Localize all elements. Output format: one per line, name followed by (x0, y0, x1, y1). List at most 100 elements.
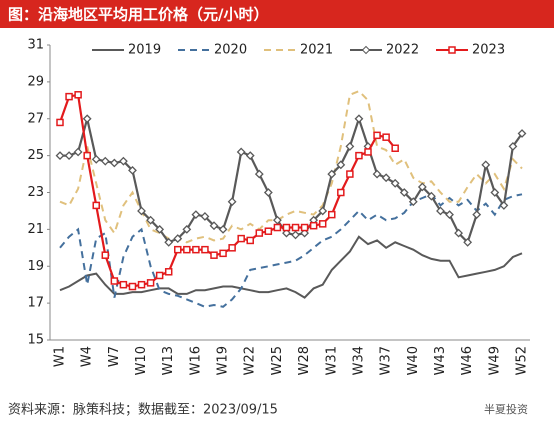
marker (201, 245, 209, 254)
x-tick-label: W22 (243, 346, 258, 375)
marker (65, 92, 73, 101)
marker (137, 280, 146, 289)
marker (128, 282, 137, 291)
marker (372, 169, 382, 179)
marker (128, 165, 137, 175)
marker (246, 236, 254, 245)
marker (417, 182, 427, 192)
marker (74, 91, 82, 99)
marker (109, 158, 119, 168)
legend-label: 2019 (128, 43, 161, 58)
marker (245, 151, 255, 161)
marker (264, 227, 273, 235)
marker (236, 147, 246, 157)
x-tick-label: W31 (324, 346, 339, 375)
chart-title: 图：沿海地区平均用工价格（元/小时） (8, 6, 268, 24)
legend-marker (361, 45, 371, 55)
legend-label: 2023 (472, 43, 505, 58)
legend-label: 2020 (214, 43, 247, 58)
marker (309, 221, 318, 230)
marker (56, 118, 64, 127)
marker (155, 224, 165, 234)
marker (101, 251, 110, 259)
marker (237, 234, 245, 243)
marker (318, 206, 328, 216)
x-tick-label: W40 (406, 346, 421, 375)
marker (273, 223, 282, 232)
legend-label: 2021 (300, 43, 333, 58)
marker (508, 141, 518, 151)
series-line (60, 115, 523, 245)
series-line (59, 235, 523, 299)
y-tick-label: 25 (27, 148, 44, 163)
marker (354, 114, 364, 124)
marker (263, 188, 273, 197)
marker (346, 170, 354, 178)
marker (118, 156, 128, 166)
x-tick-label: W16 (188, 346, 203, 375)
marker (210, 251, 218, 259)
marker (55, 151, 65, 161)
y-tick-label: 29 (27, 74, 44, 89)
marker (282, 223, 291, 232)
marker (382, 133, 390, 141)
marker (364, 148, 372, 156)
y-tick-label: 31 (27, 38, 44, 53)
marker (137, 206, 146, 216)
marker (355, 151, 363, 160)
source: 资料来源：脉策科技；数据截至：2023/09/15 (8, 402, 278, 418)
marker (328, 210, 336, 219)
marker (391, 144, 399, 152)
marker (146, 279, 155, 287)
marker (228, 244, 236, 252)
marker (300, 228, 310, 238)
marker (345, 141, 355, 151)
marker (381, 173, 391, 183)
x-tick-label: W46 (460, 346, 475, 375)
marker (327, 169, 337, 179)
marker (209, 221, 219, 231)
marker (426, 191, 436, 201)
marker (336, 160, 346, 170)
watermark: 半夏投资 (484, 402, 528, 416)
legend-label: 2022 (386, 43, 419, 58)
marker (463, 237, 473, 247)
marker (191, 210, 201, 220)
marker (83, 151, 91, 160)
marker (472, 210, 482, 220)
marker (282, 228, 291, 238)
y-tick-label: 27 (27, 111, 44, 126)
x-tick-label: W34 (351, 346, 366, 375)
marker (164, 268, 173, 276)
marker (337, 188, 345, 197)
marker (119, 280, 128, 289)
title-bar (0, 0, 554, 28)
x-tick-label: W10 (134, 346, 149, 375)
marker (408, 197, 418, 207)
marker (146, 215, 156, 225)
x-tick-label: W19 (216, 346, 231, 375)
marker (200, 212, 210, 221)
series-line (59, 89, 523, 244)
x-tick-label: W28 (297, 346, 312, 375)
y-tick-label: 17 (27, 296, 44, 311)
marker (517, 129, 527, 138)
x-tick-label: W25 (270, 346, 285, 375)
marker (436, 206, 445, 216)
marker (272, 215, 282, 225)
marker (318, 220, 327, 228)
marker (255, 229, 264, 237)
marker (182, 224, 192, 234)
marker (227, 197, 237, 207)
y-tick-label: 19 (27, 259, 44, 274)
series-line (59, 193, 523, 308)
marker (110, 277, 119, 285)
marker (291, 223, 300, 232)
marker (254, 169, 264, 179)
marker (499, 200, 509, 210)
marker (173, 234, 183, 244)
marker (218, 224, 228, 234)
x-tick-label: W4 (80, 346, 95, 367)
marker (91, 154, 101, 164)
